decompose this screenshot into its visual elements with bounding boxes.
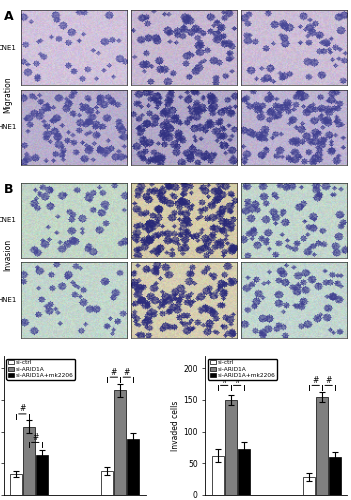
Text: #: # xyxy=(312,376,319,385)
Text: #: # xyxy=(111,368,117,376)
Text: CNE1: CNE1 xyxy=(0,44,17,51)
Text: si-ARID1A: si-ARID1A xyxy=(167,184,201,190)
Y-axis label: Invaded cells: Invaded cells xyxy=(171,400,180,450)
Text: CNE1: CNE1 xyxy=(0,218,17,224)
Text: B: B xyxy=(4,183,14,196)
Legend: si-ctrl, si-ARID1A, si-ARID1A+mk2206: si-ctrl, si-ARID1A, si-ARID1A+mk2206 xyxy=(208,358,277,380)
Bar xyxy=(36,455,48,495)
Bar xyxy=(329,457,341,495)
Bar xyxy=(114,390,126,495)
Bar xyxy=(238,449,250,495)
Text: #: # xyxy=(19,404,26,413)
Text: si-ARID1A: si-ARID1A xyxy=(167,12,201,18)
Bar xyxy=(101,471,113,495)
Text: #: # xyxy=(221,376,227,385)
Legend: si-ctrl, si-ARID1A, si-ARID1A+mk2206: si-ctrl, si-ARID1A, si-ARID1A+mk2206 xyxy=(6,358,75,380)
Bar xyxy=(212,456,224,495)
Text: A: A xyxy=(4,10,14,23)
Text: si-ARID1A+mk2206: si-ARID1A+mk2206 xyxy=(259,184,329,190)
Bar xyxy=(127,440,139,495)
Bar xyxy=(10,474,22,495)
Bar xyxy=(23,426,35,495)
Bar xyxy=(316,397,328,495)
Text: HNE1: HNE1 xyxy=(0,297,17,303)
Text: si-ARID1A+mk2206: si-ARID1A+mk2206 xyxy=(259,12,329,18)
Bar xyxy=(225,400,237,495)
Text: si-ctrl: si-ctrl xyxy=(64,184,84,190)
Text: Invasion: Invasion xyxy=(4,239,12,271)
Text: #: # xyxy=(124,368,130,376)
Text: si-ctrl: si-ctrl xyxy=(64,12,84,18)
Bar xyxy=(303,478,315,495)
Text: #: # xyxy=(32,433,39,442)
Text: Migration: Migration xyxy=(4,76,12,114)
Text: HNE1: HNE1 xyxy=(0,124,17,130)
Text: #: # xyxy=(234,376,240,385)
Text: #: # xyxy=(325,376,332,385)
